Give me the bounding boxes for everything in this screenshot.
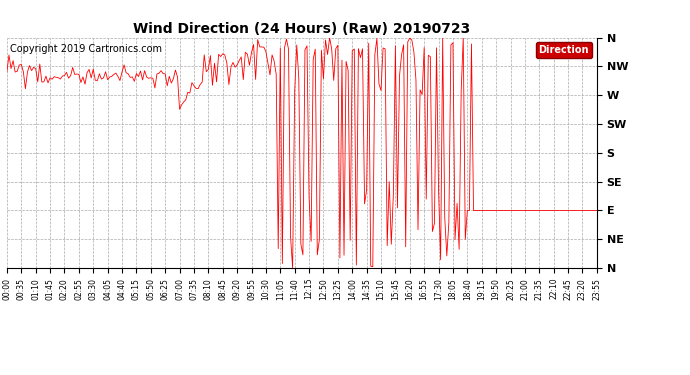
Title: Wind Direction (24 Hours) (Raw) 20190723: Wind Direction (24 Hours) (Raw) 20190723	[133, 22, 471, 36]
Legend: Direction: Direction	[535, 42, 592, 58]
Text: Copyright 2019 Cartronics.com: Copyright 2019 Cartronics.com	[10, 44, 162, 54]
